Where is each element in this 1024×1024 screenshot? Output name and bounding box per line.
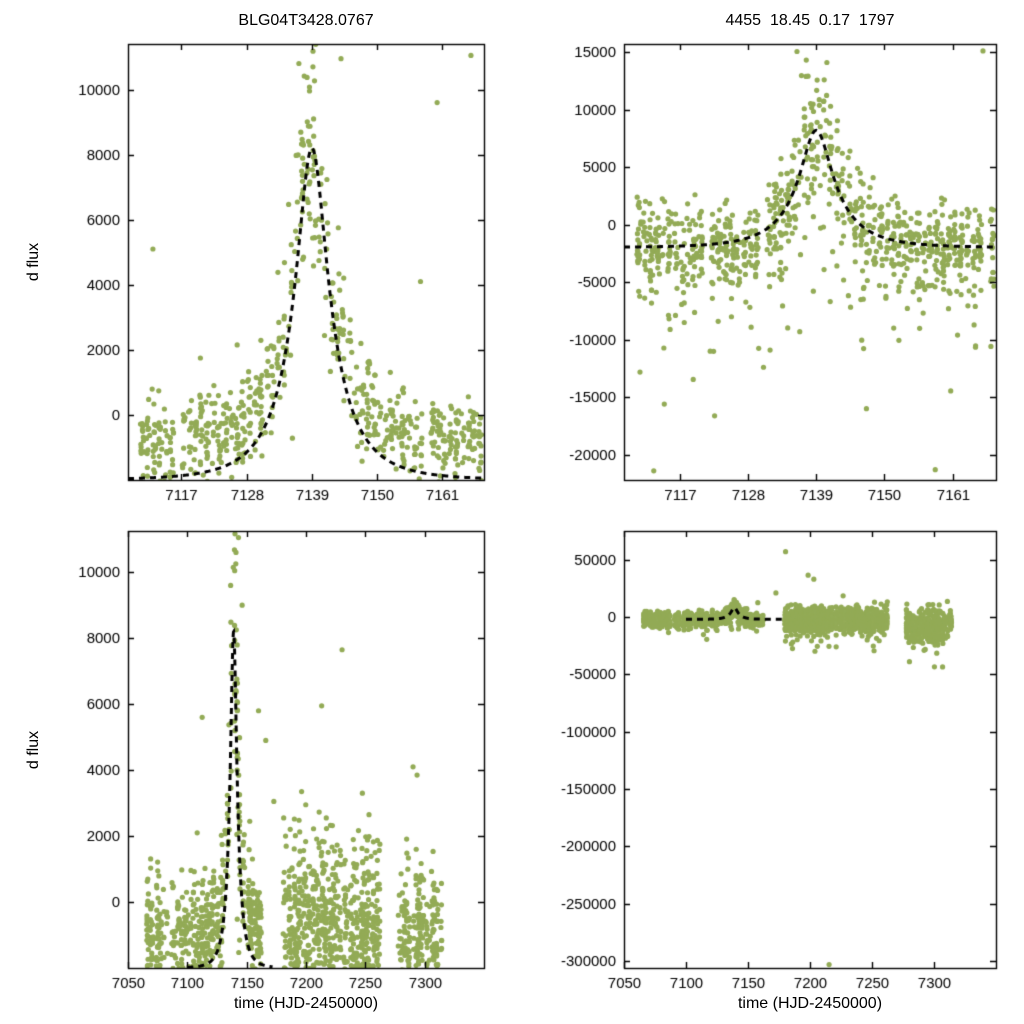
y-axis-label-top: d flux <box>25 242 42 282</box>
panel-title-left: BLG04T3428.0767 <box>238 12 374 29</box>
x-axis-label-left: time (HJD-2450000) <box>233 995 379 1012</box>
panel-title-right: 4455 18.45 0.17 1797 <box>725 12 895 29</box>
y-axis-label-bottom: d flux <box>25 730 42 770</box>
x-axis-label-right: time (HJD-2450000) <box>737 995 883 1012</box>
